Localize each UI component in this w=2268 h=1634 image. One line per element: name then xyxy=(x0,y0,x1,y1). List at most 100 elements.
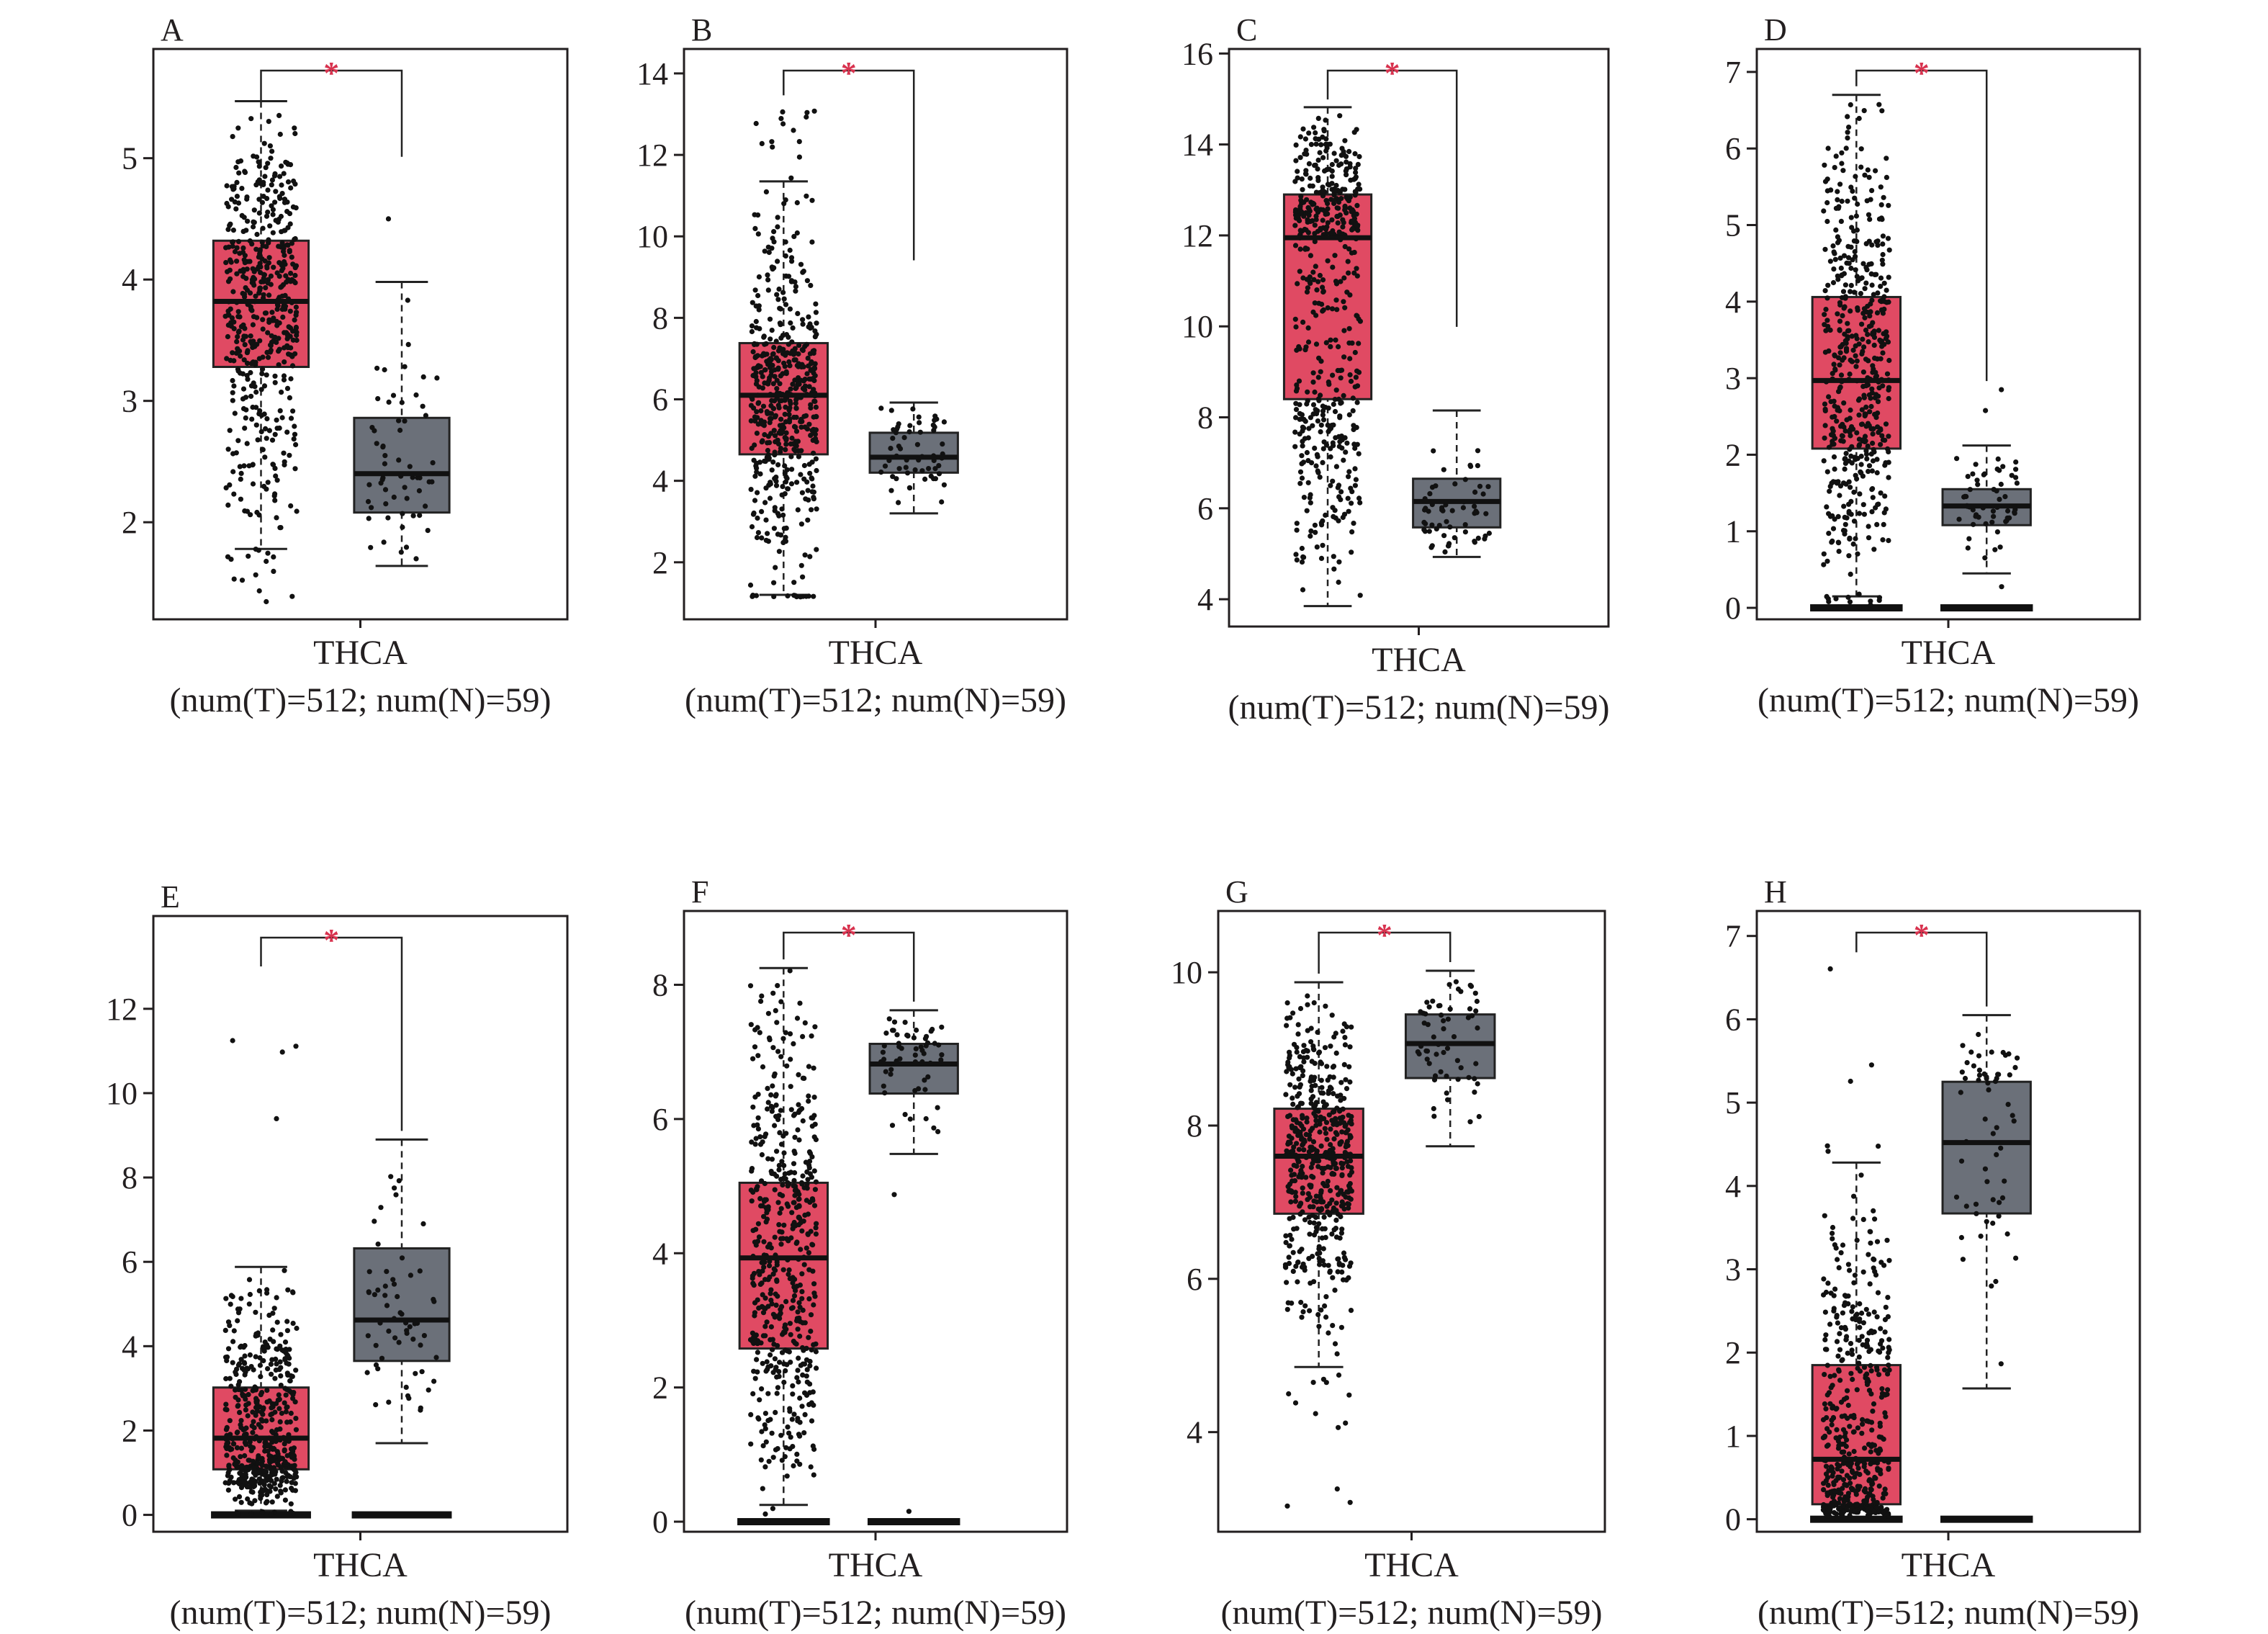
data-point xyxy=(1878,284,1884,289)
data-point xyxy=(1880,537,1886,543)
data-point xyxy=(1846,261,1852,266)
data-point xyxy=(1997,544,2003,550)
data-point xyxy=(284,1404,290,1410)
data-point xyxy=(1317,1118,1323,1123)
data-point xyxy=(752,473,758,479)
data-point xyxy=(271,1465,276,1471)
data-point xyxy=(806,363,811,369)
data-point xyxy=(1300,126,1306,132)
data-point xyxy=(1285,1059,1291,1065)
data-point xyxy=(243,1442,249,1447)
y-tick-label: 8 xyxy=(652,300,668,336)
data-point xyxy=(1880,233,1886,239)
data-point xyxy=(1313,136,1318,142)
data-point xyxy=(417,513,423,519)
data-point xyxy=(1320,446,1326,452)
data-point xyxy=(1312,445,1318,452)
data-point xyxy=(1342,1042,1348,1048)
data-point xyxy=(1873,1505,1880,1511)
data-point xyxy=(393,1192,399,1198)
data-point xyxy=(1880,310,1886,316)
data-point xyxy=(235,1318,240,1324)
data-point xyxy=(1871,449,1877,455)
data-point xyxy=(795,1418,801,1424)
data-point xyxy=(293,1368,299,1373)
data-point xyxy=(760,403,767,409)
data-point xyxy=(374,365,380,371)
data-point xyxy=(1953,1194,1960,1200)
data-point xyxy=(1338,1188,1344,1193)
data-point xyxy=(778,446,783,452)
data-point xyxy=(1305,1197,1310,1203)
data-point xyxy=(1878,275,1884,281)
data-point xyxy=(1878,441,1884,447)
data-point xyxy=(1830,1224,1836,1231)
data-point xyxy=(1857,1301,1863,1307)
data-point xyxy=(1865,1344,1871,1350)
data-point xyxy=(1849,1347,1855,1353)
data-point xyxy=(1343,449,1349,455)
data-point xyxy=(1827,327,1833,333)
data-point xyxy=(1311,1220,1317,1226)
data-point xyxy=(1323,340,1329,346)
data-point xyxy=(1347,372,1353,378)
data-point xyxy=(771,1342,777,1347)
data-point xyxy=(1847,599,1853,605)
data-point xyxy=(1353,166,1359,171)
data-point xyxy=(1287,1243,1292,1249)
data-point xyxy=(1868,1062,1874,1068)
data-point xyxy=(1305,480,1311,485)
data-point xyxy=(752,1310,757,1316)
data-point xyxy=(1878,1504,1884,1510)
data-point xyxy=(1299,1314,1305,1320)
data-point xyxy=(243,333,248,339)
data-point xyxy=(282,228,287,233)
data-point xyxy=(796,1355,801,1361)
data-point xyxy=(1347,1499,1353,1505)
data-point xyxy=(1841,1303,1848,1308)
data-point xyxy=(1885,1295,1891,1301)
data-point xyxy=(812,1121,818,1127)
data-point xyxy=(1336,344,1341,350)
data-point xyxy=(277,1426,283,1432)
data-point xyxy=(385,515,391,521)
data-point xyxy=(1862,286,1868,292)
data-point xyxy=(1983,521,1989,526)
data-point xyxy=(1320,459,1326,466)
data-point xyxy=(282,1497,288,1503)
data-point xyxy=(804,1357,810,1363)
data-point xyxy=(796,454,801,459)
y-tick-label: 4 xyxy=(1725,284,1741,320)
data-point xyxy=(1343,1077,1349,1082)
data-point xyxy=(1341,1061,1347,1067)
data-point xyxy=(765,1085,770,1091)
data-point xyxy=(404,1328,410,1334)
data-point xyxy=(261,383,268,389)
data-point xyxy=(229,197,235,202)
data-point xyxy=(293,304,299,310)
data-point xyxy=(235,200,242,206)
data-point xyxy=(913,1046,919,1051)
data-point xyxy=(1848,244,1854,250)
data-point xyxy=(783,239,788,245)
data-point xyxy=(1859,1430,1865,1436)
data-point xyxy=(755,1025,760,1031)
data-point xyxy=(1866,524,1871,529)
data-point xyxy=(1860,1422,1866,1427)
data-point xyxy=(1475,535,1481,542)
data-point xyxy=(294,1325,300,1332)
data-point xyxy=(800,1361,806,1367)
data-point xyxy=(811,450,816,456)
data-point xyxy=(1853,1489,1859,1495)
data-point xyxy=(248,1484,253,1490)
data-point xyxy=(277,174,283,179)
y-tick-label: 14 xyxy=(1182,127,1213,163)
data-point xyxy=(1315,279,1321,284)
data-point xyxy=(1868,1486,1873,1492)
data-point xyxy=(1432,1073,1439,1079)
data-point xyxy=(802,552,808,558)
data-point xyxy=(240,386,247,392)
data-point xyxy=(1831,1509,1837,1516)
data-point xyxy=(907,423,913,428)
data-point xyxy=(1292,429,1298,435)
